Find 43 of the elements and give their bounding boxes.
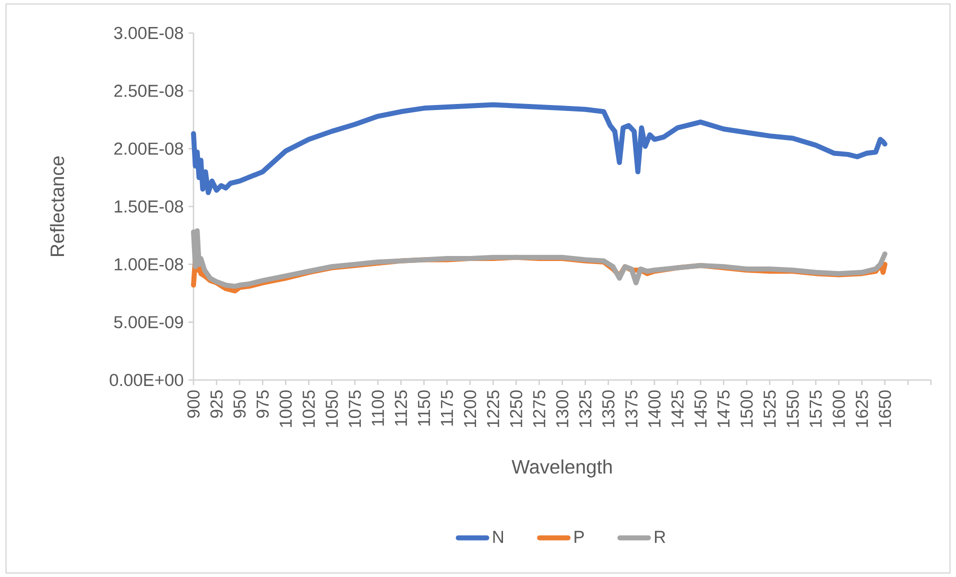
x-tick-label: 1100 [372,390,384,426]
x-tick-label: 1075 [348,390,361,427]
x-tick-label: 925 [210,390,223,418]
y-tick-label: 5.00E-09 [114,316,183,328]
y-tick-label: 1.50E-08 [114,200,184,213]
x-tick-label: 1475 [718,390,730,427]
x-tick-label: 1425 [671,390,684,427]
x-tick-label: 1575 [810,390,822,427]
x-tick-label: 1550 [786,390,799,427]
x-tick-label: 1025 [302,390,315,427]
x-tick-label: 1600 [832,390,845,427]
x-tick-label: 1225 [486,390,500,427]
y-tick-label: 1.00E-08 [114,258,184,270]
y-tick-label: 0.00E+00 [110,374,184,386]
x-tick-label: 1375 [625,390,638,427]
y-tick-label: 3.00E-08 [114,26,184,40]
x-tick-label: 900 [187,390,200,418]
x-tick-label: 1200 [464,390,476,427]
x-tick-label: 1400 [648,390,661,427]
x-tick-label: 1625 [856,390,868,427]
y-axis-title: Reflectance [50,156,64,256]
x-tick-label: 1650 [878,390,892,427]
x-tick-label: 1275 [533,390,546,427]
x-tick-label: 1500 [740,390,753,427]
legend-label: N [493,530,503,543]
x-tick-label: 1325 [579,390,592,427]
x-tick-label: 1525 [764,390,776,427]
x-tick-label: 1050 [326,390,338,427]
y-tick-label: 2.00E-08 [114,142,184,155]
legend-label: R [654,530,666,543]
x-tick-label: 1150 [418,390,430,426]
x-tick-label: 1175 [440,390,454,426]
x-tick-label: 1000 [280,390,292,427]
x-tick-label: 1350 [602,390,614,427]
x-tick-label: 950 [233,390,246,418]
x-tick-label: 1450 [694,390,707,427]
x-tick-label: 1250 [510,390,522,427]
x-axis-title: Wavelength [512,459,612,478]
x-tick-label: 975 [256,390,269,418]
x-tick-label: 1300 [556,390,568,427]
x-tick-label: 1125 [394,390,408,426]
legend-label: P [574,530,584,543]
y-tick-label: 2.50E-08 [114,84,184,97]
